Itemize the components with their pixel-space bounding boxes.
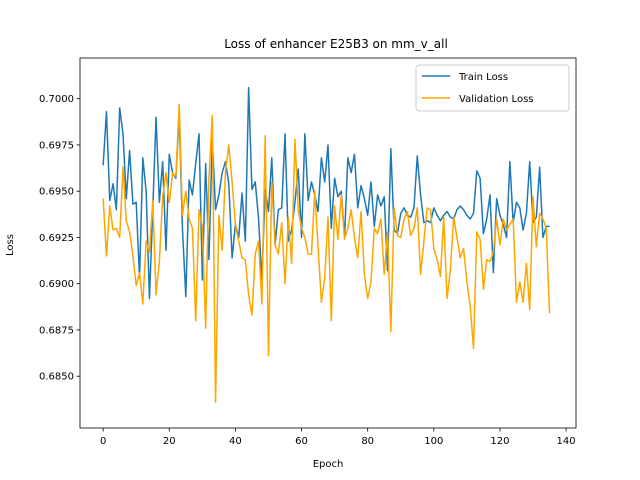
legend-label-validation-loss: Validation Loss	[459, 94, 534, 105]
x-tick-label: 100	[424, 436, 443, 447]
x-tick-label: 80	[361, 436, 374, 447]
y-tick-label: 0.6925	[39, 233, 74, 244]
legend: Train Loss Validation Loss	[415, 64, 570, 112]
legend-box	[415, 64, 570, 112]
chart-title: Loss of enhancer E25B3 on mm_v_all	[224, 37, 448, 51]
x-tick-label: 0	[100, 436, 106, 447]
legend-label-train-loss: Train Loss	[458, 72, 508, 83]
x-tick-label: 120	[490, 436, 509, 447]
y-axis-title: Loss	[5, 234, 16, 256]
y-tick-label: 0.6850	[39, 372, 74, 383]
x-axis-title: Epoch	[313, 459, 344, 470]
series-line-validation-loss	[102, 103, 551, 403]
x-tick-label: 140	[557, 436, 576, 447]
x-tick-label: 40	[229, 436, 242, 447]
x-axis: 0 20 40 60 80 100 120 140	[100, 428, 576, 447]
y-tick-label: 0.6975	[39, 140, 74, 151]
x-tick-label: 60	[295, 436, 308, 447]
y-tick-label: 0.7000	[39, 94, 74, 105]
y-tick-label: 0.6900	[39, 279, 74, 290]
y-tick-label: 0.6875	[39, 325, 74, 336]
y-axis: 0.6850 0.6875 0.6900 0.6925 0.6950 0.6975 0.70…	[39, 94, 80, 383]
series-layer	[102, 86, 551, 403]
y-tick-label: 0.6950	[39, 187, 74, 198]
x-tick-label: 20	[163, 436, 176, 447]
plot-area-frame	[79, 57, 577, 429]
